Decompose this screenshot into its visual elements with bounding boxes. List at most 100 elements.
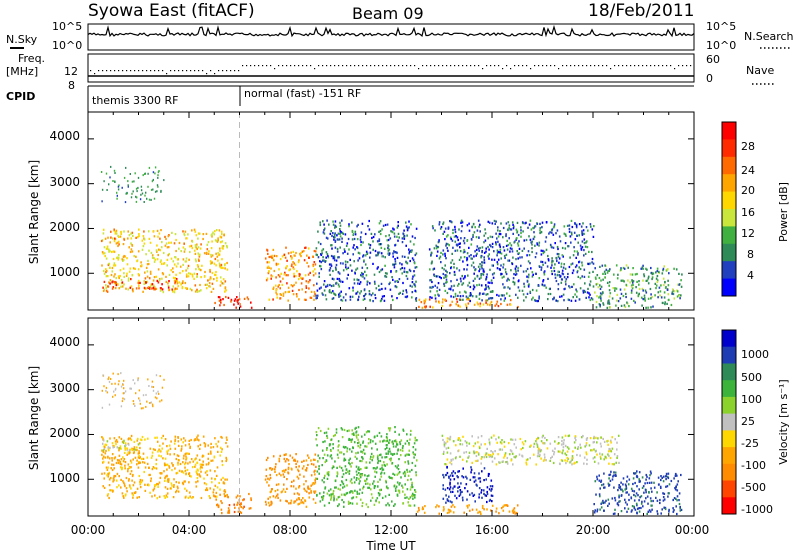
data-cell	[361, 504, 363, 508]
data-cell	[171, 462, 173, 465]
data-cell	[184, 480, 186, 483]
data-cell	[406, 229, 409, 232]
data-cell	[111, 270, 114, 273]
data-cell	[152, 488, 155, 492]
data-cell	[460, 219, 463, 222]
data-cell	[600, 297, 602, 300]
data-cell	[473, 450, 475, 453]
data-cell	[382, 224, 385, 227]
data-cell	[515, 270, 517, 273]
data-cell	[310, 489, 312, 493]
data-cell	[112, 446, 114, 449]
data-cell	[371, 447, 373, 450]
data-cell	[567, 434, 570, 438]
data-cell	[153, 284, 155, 287]
data-cell	[584, 290, 586, 293]
data-cell	[298, 275, 301, 278]
data-cell	[393, 250, 395, 253]
data-cell	[144, 194, 146, 197]
data-cell	[134, 491, 137, 494]
data-cell	[599, 442, 602, 445]
data-cell	[126, 453, 128, 456]
nave-point	[298, 65, 300, 67]
data-cell	[188, 472, 191, 475]
data-cell	[675, 268, 678, 271]
data-cell	[224, 280, 227, 283]
data-cell	[357, 426, 360, 429]
data-cell	[159, 260, 162, 264]
data-cell	[388, 252, 391, 255]
data-cell	[285, 453, 287, 456]
data-cell	[450, 295, 452, 298]
data-cell	[583, 238, 586, 241]
data-cell	[663, 283, 665, 287]
data-cell	[536, 222, 539, 225]
data-cell	[527, 260, 530, 263]
data-cell	[287, 274, 289, 277]
data-cell	[130, 196, 133, 199]
nave-point	[570, 65, 572, 67]
data-cell	[101, 389, 103, 392]
data-cell	[599, 292, 602, 295]
data-cell	[414, 285, 417, 288]
data-cell	[576, 250, 579, 253]
data-cell	[246, 296, 249, 299]
data-cell	[457, 238, 459, 242]
data-cell	[667, 476, 670, 480]
data-cell	[151, 283, 154, 286]
data-cell	[491, 242, 494, 245]
data-cell	[539, 227, 541, 230]
data-cell	[600, 502, 602, 505]
data-cell	[284, 271, 286, 274]
data-cell	[522, 446, 524, 450]
data-cell	[151, 403, 154, 406]
data-cell	[174, 277, 177, 280]
data-cell	[624, 501, 627, 504]
data-cell	[408, 252, 410, 255]
nave-point	[674, 68, 676, 70]
data-cell	[334, 460, 336, 463]
data-cell	[645, 478, 647, 481]
data-cell	[516, 250, 518, 253]
data-cell	[547, 277, 549, 280]
data-cell	[608, 289, 611, 292]
data-cell	[103, 447, 106, 450]
data-cell	[540, 249, 543, 252]
data-cell	[230, 298, 233, 301]
data-cell	[219, 264, 221, 267]
data-cell	[131, 243, 133, 247]
data-cell	[409, 269, 412, 273]
data-cell	[182, 461, 184, 464]
data-cell	[220, 508, 223, 511]
data-cell	[401, 449, 404, 452]
data-cell	[579, 277, 582, 280]
data-cell	[561, 459, 564, 462]
nave-point	[114, 70, 116, 72]
velocity-cbar-tick-1000: 1000	[741, 348, 769, 361]
data-cell	[667, 472, 670, 475]
data-cell	[663, 296, 666, 299]
data-cell	[659, 294, 661, 297]
data-cell	[345, 244, 348, 247]
data-cell	[182, 471, 185, 474]
data-cell	[581, 261, 583, 264]
data-cell	[585, 453, 588, 456]
data-cell	[411, 281, 414, 284]
data-cell	[619, 500, 621, 503]
data-cell	[622, 490, 624, 493]
data-cell	[172, 270, 174, 274]
data-cell	[444, 227, 447, 230]
data-cell	[329, 283, 331, 287]
data-cell	[471, 225, 474, 228]
data-cell	[620, 510, 623, 513]
data-cell	[522, 293, 525, 296]
data-cell	[335, 268, 337, 271]
data-cell	[436, 290, 438, 293]
data-cell	[220, 263, 223, 266]
data-cell	[459, 491, 462, 494]
data-cell	[172, 276, 175, 279]
data-cell	[548, 232, 550, 235]
data-cell	[614, 474, 617, 477]
data-cell	[408, 442, 410, 445]
data-cell	[368, 430, 371, 433]
